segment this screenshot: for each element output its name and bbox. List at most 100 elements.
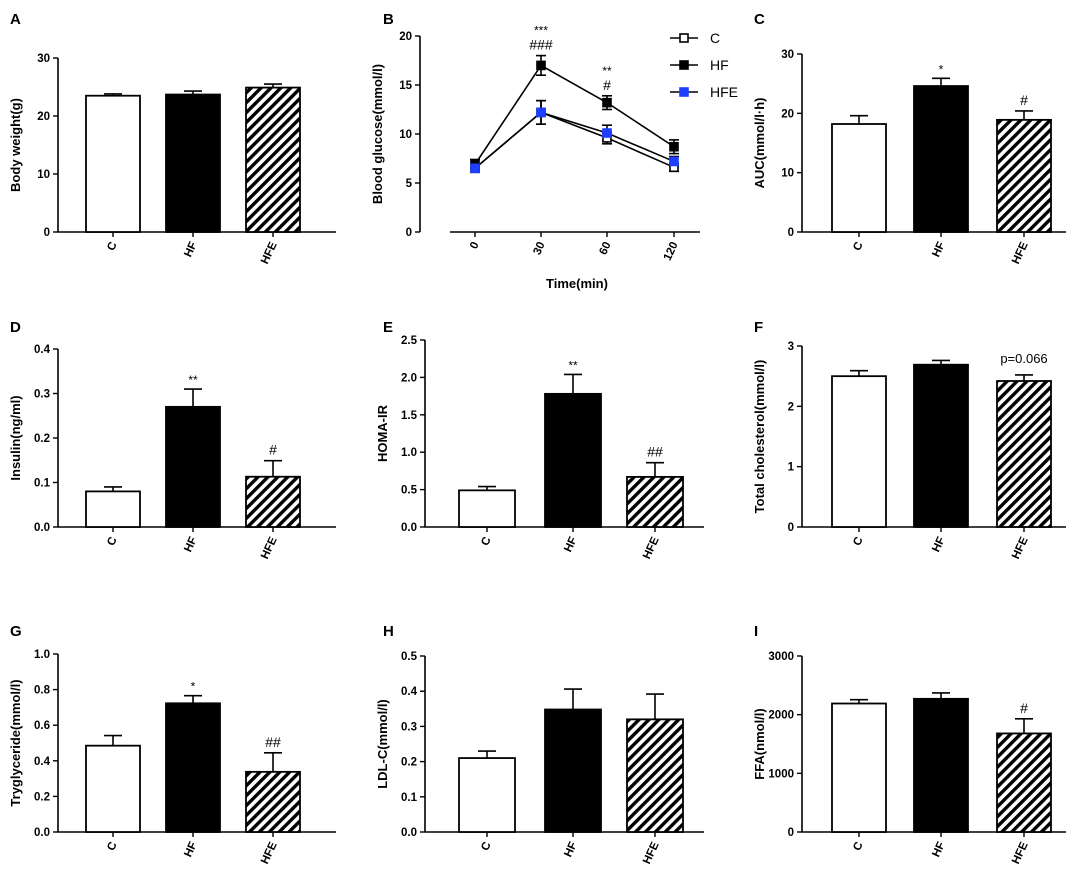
y-tick-label: 30 xyxy=(37,53,50,65)
panel-F: F 0 1 2 3 Total cholesterol(mmol/l) C HF HFE p=0.… xyxy=(752,319,1066,561)
significance-label: * xyxy=(191,680,196,694)
y-tick-label: 1 xyxy=(788,462,795,474)
x-tick-label: HF xyxy=(182,240,199,259)
point-hf xyxy=(536,60,546,71)
y-tick-label: 3000 xyxy=(768,651,794,663)
y-tick-label: 0.0 xyxy=(401,827,417,839)
y-tick-label: 0.1 xyxy=(34,478,51,490)
y-tick-label: 20 xyxy=(37,111,50,123)
panel-label: I xyxy=(754,623,758,640)
panel-I: I 0 1000 2000 3000 FFA(nmol/l) C HF HFE # xyxy=(752,623,1066,866)
y-tick-label: 5 xyxy=(406,178,413,190)
y-tick-label: 0.6 xyxy=(34,720,50,732)
x-tick-label: C xyxy=(851,840,865,853)
significance-label: ** xyxy=(568,358,578,372)
x-tick-label: HFE xyxy=(1010,240,1031,266)
y-tick-label: 20 xyxy=(781,108,794,120)
bar-hfe xyxy=(626,475,684,528)
y-axis-title: Blood glucose(mmol/l) xyxy=(370,64,385,204)
x-tick-label: HF xyxy=(182,840,199,859)
bar-hf xyxy=(165,702,221,833)
x-tick-label: 60 xyxy=(597,240,613,257)
panel-E: E 0.0 0.5 1.0 1.5 2.0 2.5 HOMA-IR C HF ** HFE ## xyxy=(375,319,704,561)
y-tick-label: 0.0 xyxy=(401,522,417,534)
point-hfe xyxy=(602,128,612,138)
panel-label: B xyxy=(383,11,394,28)
y-tick-label: 0.5 xyxy=(401,651,418,663)
legend: C HF HFE xyxy=(670,30,738,100)
y-tick-label: 0.4 xyxy=(401,686,418,698)
significance-label: * xyxy=(939,62,944,76)
y-tick-label: 0.8 xyxy=(34,685,51,697)
x-tick-label: C xyxy=(105,240,119,253)
x-tick-label: HFE xyxy=(1010,840,1031,866)
y-tick-label: 0 xyxy=(788,827,794,839)
x-tick-label: HFE xyxy=(259,240,280,266)
x-tick-label: HFE xyxy=(641,535,662,561)
panel-label: E xyxy=(383,319,393,336)
y-tick-label: 0.2 xyxy=(34,791,50,803)
bar-hf xyxy=(165,93,221,233)
y-tick-label: 20 xyxy=(399,31,412,43)
point-hfe xyxy=(669,156,679,167)
bar-c xyxy=(458,757,516,833)
x-tick-label: HFE xyxy=(259,840,280,866)
significance-label: *** xyxy=(534,24,548,38)
bar-c xyxy=(831,123,887,233)
significance-label: # xyxy=(1020,92,1028,108)
x-tick-label: C xyxy=(105,535,119,548)
panel-D: D 0.0 0.1 0.2 0.3 0.4 Insulin(ng/ml) C HF ** HFE # xyxy=(8,319,336,561)
x-tick-label: HF xyxy=(182,535,199,554)
significance-label: # xyxy=(603,77,611,93)
y-tick-label: 1000 xyxy=(768,768,794,780)
y-tick-label: 0.2 xyxy=(401,757,417,769)
y-tick-label: 0.3 xyxy=(401,721,417,733)
y-axis-title: Total cholesterol(mmol/l) xyxy=(752,360,767,514)
bar-hfe xyxy=(996,732,1052,833)
y-tick-label: 10 xyxy=(399,129,412,141)
x-tick-label: 120 xyxy=(662,240,681,262)
legend-marker xyxy=(679,33,689,43)
bar-hf xyxy=(913,697,969,833)
y-axis-title: Insulin(ng/ml) xyxy=(8,395,23,480)
y-axis-title: Body weight(g) xyxy=(8,98,23,192)
x-tick-label: HF xyxy=(562,840,579,859)
bar-c xyxy=(85,490,141,528)
y-tick-label: 0.0 xyxy=(34,827,50,839)
y-tick-label: 10 xyxy=(781,168,794,180)
bar-c xyxy=(458,489,516,528)
legend-marker xyxy=(679,87,689,97)
bar-hf xyxy=(913,85,969,233)
y-tick-label: 1.5 xyxy=(401,410,418,422)
y-tick-label: 0.4 xyxy=(34,344,51,356)
y-tick-label: 0 xyxy=(44,227,50,239)
y-tick-label: 0 xyxy=(788,522,794,534)
y-tick-label: 1.0 xyxy=(34,649,50,661)
y-axis-title: HOMA-IR xyxy=(375,404,390,462)
y-tick-label: 30 xyxy=(781,49,794,61)
significance-label: ## xyxy=(647,444,663,460)
legend-label: HFE xyxy=(710,84,738,100)
series-line-hf xyxy=(474,64,675,165)
bar-hfe xyxy=(996,380,1052,528)
y-axis-title: FFA(nmol/l) xyxy=(752,708,767,780)
bar-hfe xyxy=(626,718,684,833)
x-tick-label: HF xyxy=(562,535,579,554)
y-tick-label: 2000 xyxy=(768,710,794,722)
panel-label: H xyxy=(383,623,394,640)
y-tick-label: 3 xyxy=(788,341,794,353)
y-tick-label: 0.1 xyxy=(401,792,418,804)
y-tick-label: 0.3 xyxy=(34,389,50,401)
x-tick-label: HF xyxy=(930,240,947,259)
significance-label: ### xyxy=(529,37,553,53)
x-tick-label: C xyxy=(479,840,493,853)
y-tick-label: 2 xyxy=(788,401,794,413)
legend-marker xyxy=(679,60,689,70)
x-tick-label: HF xyxy=(930,840,947,859)
y-axis-title: Tryglyceride(mmol/l) xyxy=(8,679,23,806)
x-axis-title: Time(min) xyxy=(546,276,608,291)
bar-hfe xyxy=(245,770,301,833)
bar-c xyxy=(85,744,141,833)
bar-c xyxy=(831,375,887,528)
